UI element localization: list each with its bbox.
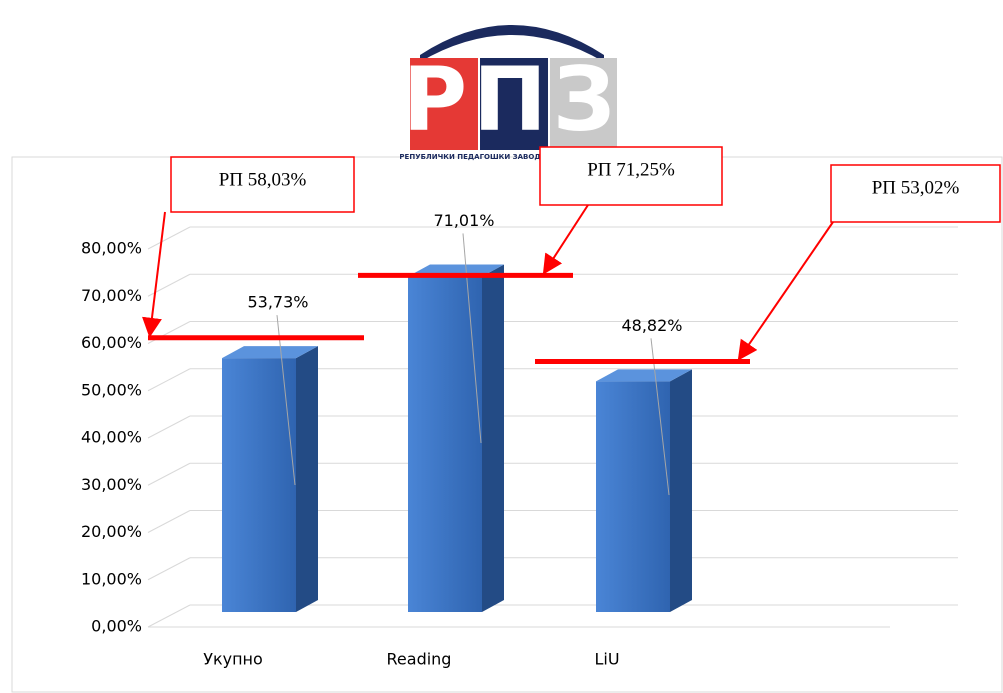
annotation-arrow: [542, 204, 589, 275]
annotation-box: [539, 146, 723, 206]
annotation-text: РП 71,25%: [587, 159, 675, 180]
annotation-arrow: [142, 211, 166, 338]
bar-top: [222, 346, 318, 359]
grid-line: [147, 368, 191, 392]
annotation-text: РП 58,03%: [219, 169, 307, 190]
x-tick-label: Укупно: [203, 650, 263, 669]
grid-line: [147, 557, 191, 581]
logo-caption: РЕПУБЛИЧКИ ПЕДАГОШКИ ЗАВОД: [399, 153, 540, 161]
annotation-box: [170, 156, 355, 213]
y-tick-label: 0,00%: [91, 617, 142, 636]
y-tick-label: 10,00%: [81, 569, 142, 588]
annotation-box: [830, 164, 1001, 223]
annotation-text: РП 53,02%: [872, 177, 960, 198]
data-label: 48,82%: [621, 316, 682, 335]
bar: [408, 276, 482, 612]
bar-top: [596, 369, 692, 382]
annotation-arrow: [737, 221, 834, 361]
bar: [596, 381, 670, 612]
bar: [222, 358, 296, 612]
grid-line: [147, 462, 191, 486]
y-tick-label: 40,00%: [81, 428, 142, 447]
leader-line: [650, 338, 670, 496]
logo: РПЗ РЕПУБЛИЧКИ ПЕДАГОШКИ ЗАВОД: [399, 25, 622, 161]
y-tick-label: 30,00%: [81, 475, 142, 494]
grid-line: [147, 226, 191, 250]
leader-line: [276, 315, 296, 486]
x-tick-label: Reading: [387, 650, 452, 669]
data-label: 53,73%: [247, 293, 308, 312]
grid-line: [147, 604, 191, 628]
x-tick-label: LiU: [594, 650, 619, 669]
leader-line: [462, 233, 482, 444]
bar-side: [670, 369, 692, 612]
y-tick-label: 50,00%: [81, 380, 142, 399]
grid-line: [147, 510, 191, 533]
y-tick-label: 80,00%: [81, 239, 142, 258]
y-tick-label: 60,00%: [81, 333, 142, 352]
data-label: 71,01%: [433, 211, 494, 230]
y-tick-label: 20,00%: [81, 522, 142, 541]
y-tick-label: 70,00%: [81, 286, 142, 305]
chart-frame: [11, 156, 1003, 693]
logo-letters: РПЗ: [403, 48, 622, 151]
bar-side: [296, 346, 318, 612]
grid-line: [147, 415, 191, 439]
bar-side: [482, 264, 504, 612]
